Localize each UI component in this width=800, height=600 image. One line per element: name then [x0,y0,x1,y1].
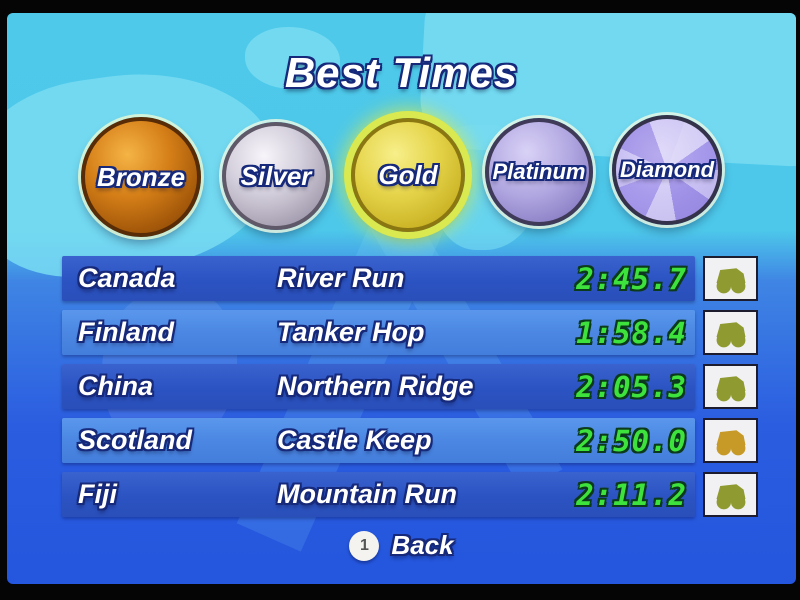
table-row: Finland Tanker Hop 1:58.4 [62,310,758,355]
best-times-table: Canada River Run 2:45.7 Finland Tanker H… [62,256,758,517]
row-country: Scotland [78,425,193,455]
medal-platinum-label: Platinum [492,159,586,184]
row-time: 1:58.4 [576,315,687,350]
wiimote-button-1-icon[interactable]: 1 [349,530,380,561]
truck-icon [703,418,758,463]
row-track: Tanker Hop [277,317,425,347]
medal-gold-selected[interactable]: Gold [351,118,465,232]
row-time: 2:50.0 [576,423,687,458]
truck-icon [703,310,758,355]
medal-gold-label: Gold [378,159,438,190]
medal-diamond-label: Diamond [619,157,715,182]
table-row: Scotland Castle Keep 2:50.0 [62,418,758,463]
row-country: China [78,371,154,401]
table-row: China Northern Ridge 2:05.3 [62,364,758,409]
medal-platinum[interactable]: Platinum [485,118,593,226]
row-track: Northern Ridge [277,371,474,401]
medal-silver[interactable]: Silver [222,122,330,230]
truck-icon [703,472,758,517]
page-title: Best Times [284,49,519,96]
row-time: 2:45.7 [576,261,687,296]
back-button[interactable]: 1 Back [7,530,796,561]
row-country: Finland [78,317,174,347]
row-track: River Run [277,263,405,293]
row-track: Mountain Run [277,479,457,509]
wiimote-button-1-number: 1 [359,536,369,554]
world-map-decoration [245,27,340,89]
row-time: 2:05.3 [576,369,687,404]
diamond-facets-decoration [616,119,718,221]
medal-diamond[interactable]: Diamond [612,115,722,225]
back-button-label: Back [391,530,454,560]
best-times-screen: Best Times Bronze Silver Gold Platinum D… [7,13,796,584]
table-row: Fiji Mountain Run 2:11.2 [62,472,758,517]
medal-bronze[interactable]: Bronze [81,117,201,237]
table-row: Canada River Run 2:45.7 [62,256,758,301]
medal-silver-label: Silver [240,160,312,191]
row-country: Canada [78,263,176,293]
row-time: 2:11.2 [576,477,687,512]
row-track: Castle Keep [277,425,432,455]
truck-icon [703,256,758,301]
medal-bronze-label: Bronze [96,161,186,192]
row-country: Fiji [78,479,117,509]
truck-icon [703,364,758,409]
